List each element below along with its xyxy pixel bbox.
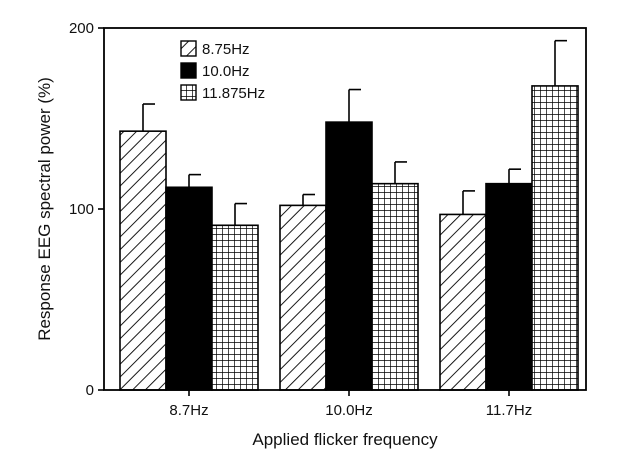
bar-2-0	[211, 224, 259, 391]
bar-1-1	[325, 121, 373, 391]
x-axis-label: Applied flicker frequency	[252, 430, 438, 449]
legend-label-1: 10.0Hz	[202, 63, 250, 80]
axes-layer: 8.7Hz 10.0Hz 11.7Hz 0 100 200	[69, 20, 532, 419]
legend-label-0: 8.75Hz	[202, 41, 250, 58]
bar-2-2	[531, 85, 579, 391]
legend-swatch-2	[180, 84, 197, 101]
y-tick-label-2: 200	[69, 20, 94, 37]
bar-1-2	[485, 182, 533, 391]
x-tick-label-0: 8.7Hz	[169, 402, 208, 419]
bar-1-0	[165, 186, 213, 391]
bar-0-1	[279, 204, 327, 391]
bars-layer	[119, 85, 579, 391]
x-tick-label-2: 11.7Hz	[486, 402, 532, 419]
y-axis-label: Response EEG spectral power (%)	[35, 77, 54, 341]
bar-0-0	[119, 130, 167, 391]
legend-label-2: 11.875Hz	[202, 85, 265, 102]
legend-swatch-1	[180, 62, 197, 79]
bar-0-2	[439, 213, 487, 391]
x-tick-label-1: 10.0Hz	[325, 402, 373, 419]
y-tick-label-0: 0	[86, 382, 94, 399]
y-tick-label-1: 100	[69, 201, 94, 218]
legend-swatch-0	[180, 40, 197, 57]
bar-2-1	[371, 182, 419, 391]
legend: 8.75Hz 10.0Hz 11.875Hz	[180, 40, 265, 102]
error-bars-layer	[142, 39, 567, 226]
